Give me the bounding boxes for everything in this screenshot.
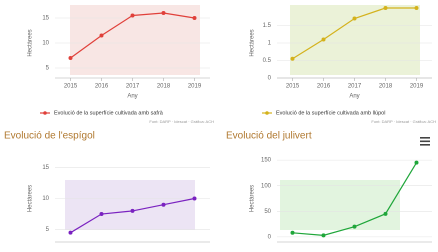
x-tick-label: 2017 — [126, 84, 140, 90]
data-point — [384, 212, 388, 216]
x-tick-label: 2017 — [348, 84, 362, 90]
y-tick-label: 0 — [268, 76, 272, 82]
y-axis-label: Hectàrees — [250, 29, 256, 56]
x-axis-label: Any — [127, 94, 137, 100]
data-point — [322, 233, 326, 237]
dashboard: 5101520152016201720182019HectàreesAnyEvo… — [0, 0, 438, 252]
legend-label: Evolució de la superfície cultivada amb … — [54, 110, 164, 116]
data-point — [100, 212, 104, 216]
y-tick-label: 150 — [261, 158, 272, 164]
y-tick-label: 5 — [46, 66, 50, 72]
legend-label: Evolució de la superfície cultivada amb … — [276, 110, 385, 116]
data-point — [100, 34, 104, 38]
data-point — [193, 16, 197, 20]
data-point — [162, 203, 166, 207]
y-tick-label: 1.5 — [263, 23, 272, 29]
y-axis-label: Hectàrees — [250, 185, 256, 212]
data-point — [131, 14, 135, 18]
y-tick-label: 5 — [46, 227, 50, 233]
y-tick-label: 0.5 — [263, 58, 272, 64]
photo — [280, 180, 400, 230]
y-tick-label: 0 — [268, 234, 272, 240]
data-point — [353, 17, 357, 21]
data-point — [69, 56, 73, 60]
data-point — [291, 231, 295, 235]
y-axis-label: Hectàrees — [28, 29, 34, 56]
x-tick-label: 2015 — [64, 84, 78, 90]
y-tick-label: 100 — [261, 183, 272, 189]
footer: Font: DARP · Idescat · Gràfica: ACH — [149, 119, 214, 124]
photo — [65, 180, 195, 230]
y-tick-label: 10 — [42, 41, 49, 47]
x-tick-label: 2019 — [188, 84, 202, 90]
photo — [290, 5, 420, 75]
y-tick-label: 1 — [268, 41, 272, 47]
data-point — [415, 161, 419, 165]
data-point — [291, 57, 295, 61]
x-tick-label: 2018 — [379, 84, 393, 90]
data-point — [353, 225, 357, 229]
data-point — [193, 197, 197, 201]
footer: Font: DARP · Idescat · Gràfica: ACH — [371, 119, 436, 124]
data-point — [69, 231, 73, 235]
y-tick-label: 50 — [264, 209, 271, 215]
y-tick-label: 10 — [42, 196, 49, 202]
menu-icon[interactable] — [420, 137, 430, 146]
x-tick-label: 2016 — [95, 84, 109, 90]
data-point — [162, 11, 166, 15]
data-point — [415, 6, 419, 10]
chart-title: Evolució del julivert — [226, 131, 312, 142]
x-tick-label: 2018 — [157, 84, 171, 90]
y-tick-label: 15 — [42, 16, 49, 22]
legend-symbol — [265, 111, 269, 115]
legend-symbol — [43, 111, 47, 115]
x-tick-label: 2016 — [317, 84, 331, 90]
data-point — [384, 6, 388, 10]
data-point — [131, 209, 135, 213]
y-axis-label: Hectàrees — [28, 185, 34, 212]
x-tick-label: 2015 — [286, 84, 300, 90]
x-tick-label: 2019 — [410, 84, 424, 90]
data-point — [322, 38, 326, 42]
x-axis-label: Any — [349, 94, 359, 100]
y-tick-label: 15 — [42, 165, 49, 171]
chart-title: Evolució de l'espígol — [4, 131, 95, 142]
